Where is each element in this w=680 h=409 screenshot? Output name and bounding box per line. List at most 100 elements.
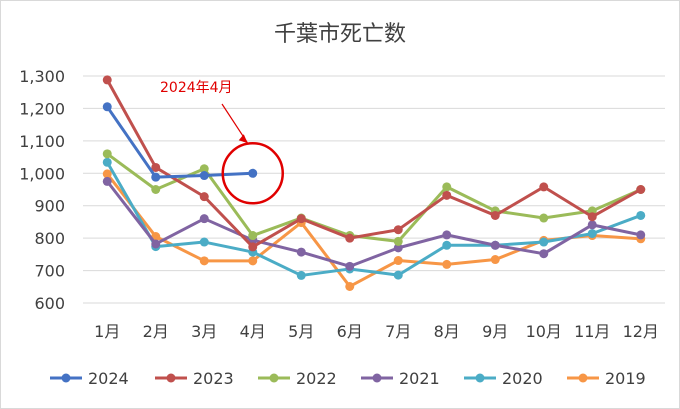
x-tick-label: 1月 xyxy=(94,322,120,341)
data-point xyxy=(345,281,355,291)
data-point xyxy=(199,192,209,202)
data-point xyxy=(539,237,549,247)
data-point xyxy=(151,239,161,249)
data-point xyxy=(393,236,403,246)
data-point xyxy=(587,212,597,222)
data-point xyxy=(248,256,258,266)
legend-label: 2023 xyxy=(193,369,234,388)
x-tick-label: 5月 xyxy=(288,322,314,341)
data-point xyxy=(539,182,549,192)
legend-marker xyxy=(578,373,588,383)
data-point xyxy=(151,162,161,172)
series-lines xyxy=(102,75,646,291)
data-point xyxy=(199,237,209,247)
legend-marker xyxy=(372,373,382,383)
data-point xyxy=(490,240,500,250)
legend-marker xyxy=(269,373,279,383)
series-2020 xyxy=(102,157,646,280)
data-point xyxy=(636,185,646,194)
data-point xyxy=(345,233,355,243)
highlight-circle xyxy=(221,142,284,205)
data-point xyxy=(199,171,209,181)
x-axis-tick-labels: 1月 2月 3月 4月 5月 6月 7月 8月 9月 10月 11月 12月 xyxy=(94,322,659,341)
series-2023 xyxy=(102,75,646,252)
data-point xyxy=(248,168,258,178)
y-tick-label: 1,200 xyxy=(19,99,65,118)
legend-label: 2024 xyxy=(88,369,129,388)
x-tick-label: 2月 xyxy=(143,322,169,341)
legend-item-2020: 2020 xyxy=(464,369,543,388)
data-point xyxy=(199,256,209,266)
data-point xyxy=(490,255,500,265)
series-line xyxy=(106,105,253,179)
x-tick-label: 10月 xyxy=(526,322,562,341)
data-point xyxy=(587,220,597,230)
data-point xyxy=(539,213,549,223)
data-point xyxy=(102,149,112,159)
data-point xyxy=(442,190,452,200)
legend-marker xyxy=(61,373,71,383)
data-point xyxy=(199,164,209,174)
data-point xyxy=(151,185,161,194)
data-point xyxy=(102,169,112,179)
data-point xyxy=(248,242,258,252)
x-tick-label: 12月 xyxy=(623,322,659,341)
legend-label: 2022 xyxy=(296,369,337,388)
data-point xyxy=(587,229,597,239)
x-tick-label: 11月 xyxy=(574,322,610,341)
data-point xyxy=(539,249,549,259)
annotation: 2024年4月 xyxy=(160,80,284,205)
y-tick-label: 800 xyxy=(34,229,65,248)
legend-item-2024: 2024 xyxy=(50,369,129,388)
legend-item-2019: 2019 xyxy=(567,369,646,388)
annotation-label: 2024年4月 xyxy=(160,80,233,96)
legend-label: 2019 xyxy=(605,369,646,388)
data-point xyxy=(393,256,403,266)
data-point xyxy=(102,102,112,112)
legend-item-2021: 2021 xyxy=(361,369,440,388)
data-point xyxy=(296,270,306,280)
data-point xyxy=(636,210,646,220)
x-tick-label: 8月 xyxy=(434,322,460,341)
series-line xyxy=(106,173,641,288)
data-point xyxy=(102,157,112,167)
data-point xyxy=(102,176,112,186)
data-point xyxy=(442,259,452,269)
data-point xyxy=(393,270,403,280)
legend-label: 2021 xyxy=(399,369,440,388)
legend-label: 2020 xyxy=(502,369,543,388)
series-line xyxy=(106,152,642,243)
legend-item-2022: 2022 xyxy=(258,369,337,388)
data-point xyxy=(490,210,500,220)
series-2024 xyxy=(102,102,258,182)
data-point xyxy=(296,247,306,257)
y-axis-tick-labels: 600 700 800 900 1,000 1,100 1,200 1,300 xyxy=(19,67,65,313)
x-tick-label: 3月 xyxy=(191,322,217,341)
data-point xyxy=(151,172,161,182)
x-tick-label: 7月 xyxy=(385,322,411,341)
data-point xyxy=(296,214,306,224)
gridlines xyxy=(83,75,665,304)
y-tick-label: 1,300 xyxy=(19,67,65,86)
data-point xyxy=(442,182,452,192)
y-tick-label: 600 xyxy=(34,294,65,313)
legend-item-2023: 2023 xyxy=(155,369,234,388)
series-line xyxy=(106,180,642,268)
series-line xyxy=(105,79,642,249)
y-tick-label: 900 xyxy=(34,197,65,216)
y-tick-label: 700 xyxy=(34,262,65,281)
data-point xyxy=(345,261,355,271)
x-tick-label: 9月 xyxy=(482,322,508,341)
y-tick-label: 1,000 xyxy=(19,164,65,183)
data-point xyxy=(248,231,258,241)
legend: 2024 2023 2022 2021 2020 2019 xyxy=(50,369,646,388)
data-point xyxy=(199,214,209,224)
data-point xyxy=(442,240,452,250)
data-point xyxy=(636,230,646,240)
data-point xyxy=(102,75,112,85)
y-tick-label: 1,100 xyxy=(19,132,65,151)
series-line xyxy=(105,161,642,277)
data-point xyxy=(393,243,403,253)
